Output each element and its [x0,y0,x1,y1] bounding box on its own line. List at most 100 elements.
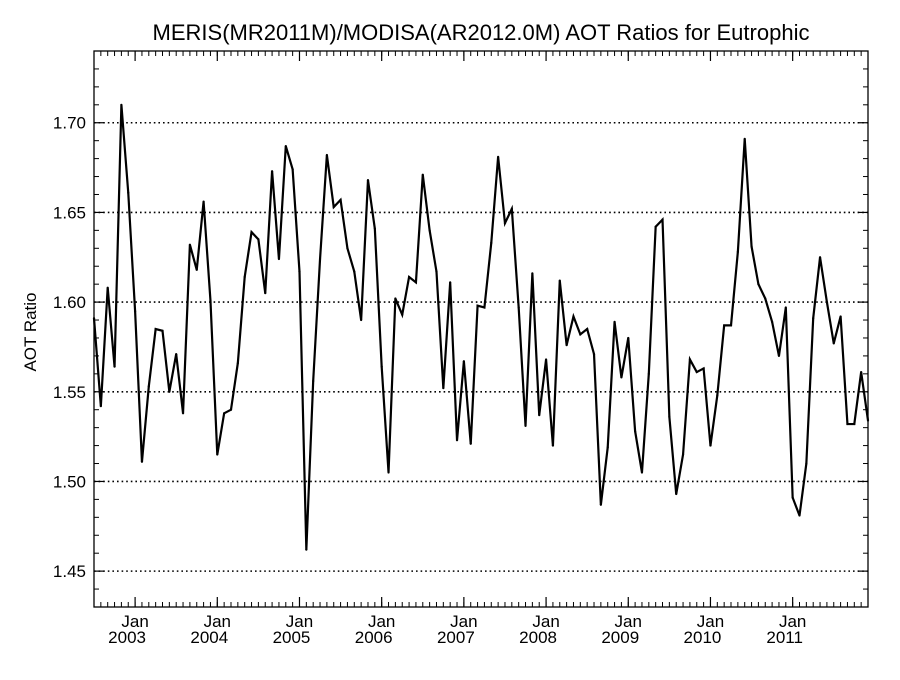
data-point [544,358,548,361]
data-point [113,365,116,368]
data-point [860,370,863,374]
data-point [298,270,301,273]
data-point [476,304,479,307]
data-point [634,430,637,433]
data-point [99,405,102,408]
data-point [812,317,815,320]
tick-labels: 1.451.501.551.601.651.70Jan2003Jan2004Ja… [53,114,806,647]
data-point [551,444,555,447]
data-point [640,471,644,474]
data-point [318,257,322,261]
data-point [270,170,274,173]
data-point [305,548,308,551]
data-point [147,385,150,388]
data-point [140,460,144,463]
data-point [428,229,431,232]
x-tick-label-month: Jan [697,612,724,631]
data-point [647,372,650,375]
y-tick-label: 1.65 [53,203,86,222]
data-point [127,191,130,194]
y-tick-label: 1.45 [53,562,86,581]
y-tick-label: 1.60 [53,293,86,312]
data-point [435,270,438,273]
data-point [346,247,349,250]
data-point [209,299,212,302]
data-point [510,207,513,210]
data-point [483,306,486,309]
axis-ticks [94,50,868,608]
data-point [846,422,849,426]
data-point [675,492,678,496]
data-point [236,361,239,365]
data-point [154,327,157,331]
x-tick-label-month: Jan [615,612,642,631]
data-point [223,412,226,415]
data-point [579,333,582,336]
data-point [531,272,534,275]
data-point [771,320,774,323]
data-point [175,353,178,356]
data-point [414,281,418,284]
x-tick-label-month: Jan [204,612,231,631]
data-point [442,387,445,390]
y-tick-label: 1.70 [53,114,86,133]
data-point [839,315,842,318]
series-layer [92,103,870,551]
chart-title: MERIS(MR2011M)/MODISA(AR2012.0M) AOT Rat… [153,20,810,45]
data-point [133,309,137,313]
data-point [832,342,835,345]
data-point [729,324,733,327]
x-tick-label-month: Jan [286,612,313,631]
data-point [195,268,198,271]
x-tick-label-year: 2007 [437,628,475,647]
data-point [586,327,589,331]
data-point [736,250,739,253]
data-point [825,300,829,304]
data-point [668,415,671,418]
x-tick-label-month: Jan [121,612,148,631]
data-point [613,320,616,323]
data-point [517,306,520,309]
data-point [264,292,267,295]
data-point [503,222,507,225]
data-point [681,453,685,456]
data-point [688,358,692,361]
x-tick-label-month: Jan [368,612,395,631]
data-point [462,360,465,363]
data-point [538,413,541,417]
data-point [394,297,397,300]
data-point [277,257,281,261]
x-tick-label-year: 2009 [601,628,639,647]
data-point [524,424,527,427]
data-point [455,439,459,442]
data-point [284,144,287,148]
data-point [243,275,246,279]
data-point [312,379,315,383]
data-point [723,324,726,327]
data-point [106,286,109,289]
x-tick-label-year: 2005 [273,628,311,647]
x-tick-label-year: 2003 [108,628,146,647]
x-tick-label-month: Jan [779,612,806,631]
x-tick-label-year: 2004 [190,628,228,647]
y-tick-label: 1.55 [53,383,86,402]
data-point [353,270,356,273]
series-line [92,104,870,550]
data-point [627,336,630,340]
x-tick-label-year: 2008 [519,628,557,647]
data-point [777,354,781,358]
data-point [497,155,500,158]
data-point [750,245,753,248]
data-point [257,238,260,241]
data-point [360,318,363,322]
data-point [620,376,623,379]
x-tick-label-year: 2011 [766,628,803,647]
data-point [401,313,404,316]
data-point [366,179,370,182]
data-point [709,444,712,447]
x-tick-label-month: Jan [532,612,559,631]
data-point [661,218,664,221]
data-point [250,231,253,234]
plot-frame [93,50,869,608]
